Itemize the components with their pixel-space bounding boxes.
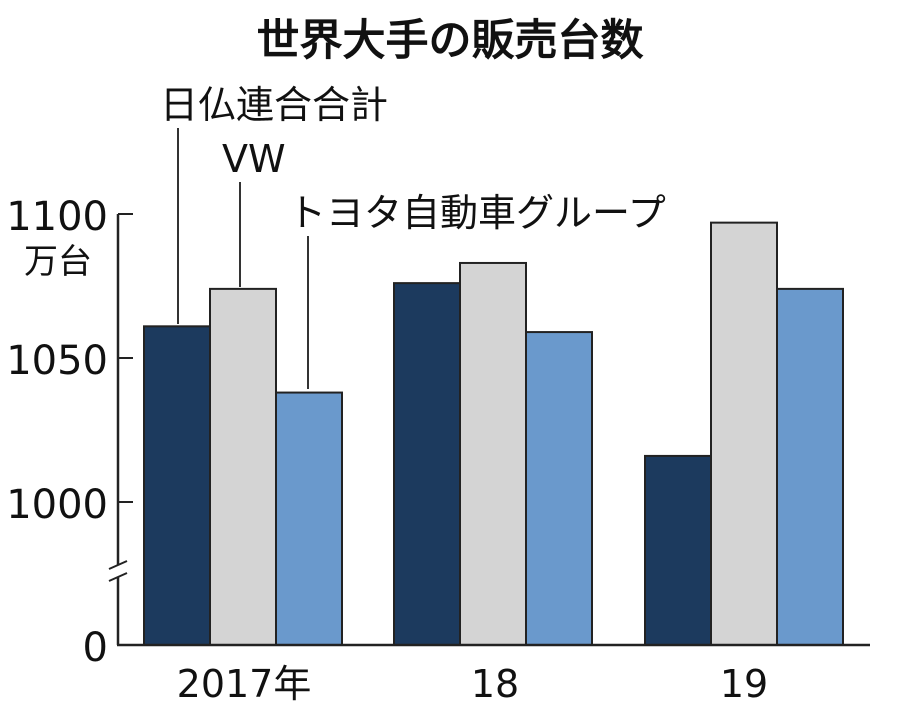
bar-nissan-renault-2 <box>644 454 712 647</box>
y-tick-label-1100: 1100 <box>6 194 108 240</box>
y-tick-label-0: 0 <box>83 625 108 671</box>
bar-toyota-2 <box>776 287 844 646</box>
bar-vw-2 <box>710 221 778 646</box>
bar-nissan-renault-1 <box>393 282 461 646</box>
y-axis-break-mark <box>108 560 128 582</box>
bar-vw-1 <box>459 261 527 646</box>
y-tick-label-1050: 1050 <box>6 338 108 384</box>
y-axis-unit: 万台 <box>24 242 92 282</box>
legend-label-nissan-renault: 日仏連合合計 <box>160 83 388 127</box>
x-tick-label-19: 19 <box>720 662 768 706</box>
x-tick-label-18: 18 <box>471 662 519 706</box>
y-tick-label-1000: 1000 <box>6 482 108 528</box>
bar-nissan-renault-0 <box>143 325 211 646</box>
chart-title: 世界大手の販売台数 <box>257 16 644 66</box>
legend-label-toyota: トヨタ自動車グループ <box>288 191 666 235</box>
bars-group <box>143 221 844 647</box>
bar-toyota-0 <box>275 391 343 646</box>
bar-vw-0 <box>209 287 277 646</box>
y-axis: 1100 万台 1050 1000 0 <box>6 194 133 671</box>
x-tick-label-2017: 2017年 <box>177 662 312 706</box>
bar-toyota-1 <box>525 331 593 646</box>
legend-label-vw: VW <box>222 137 286 181</box>
